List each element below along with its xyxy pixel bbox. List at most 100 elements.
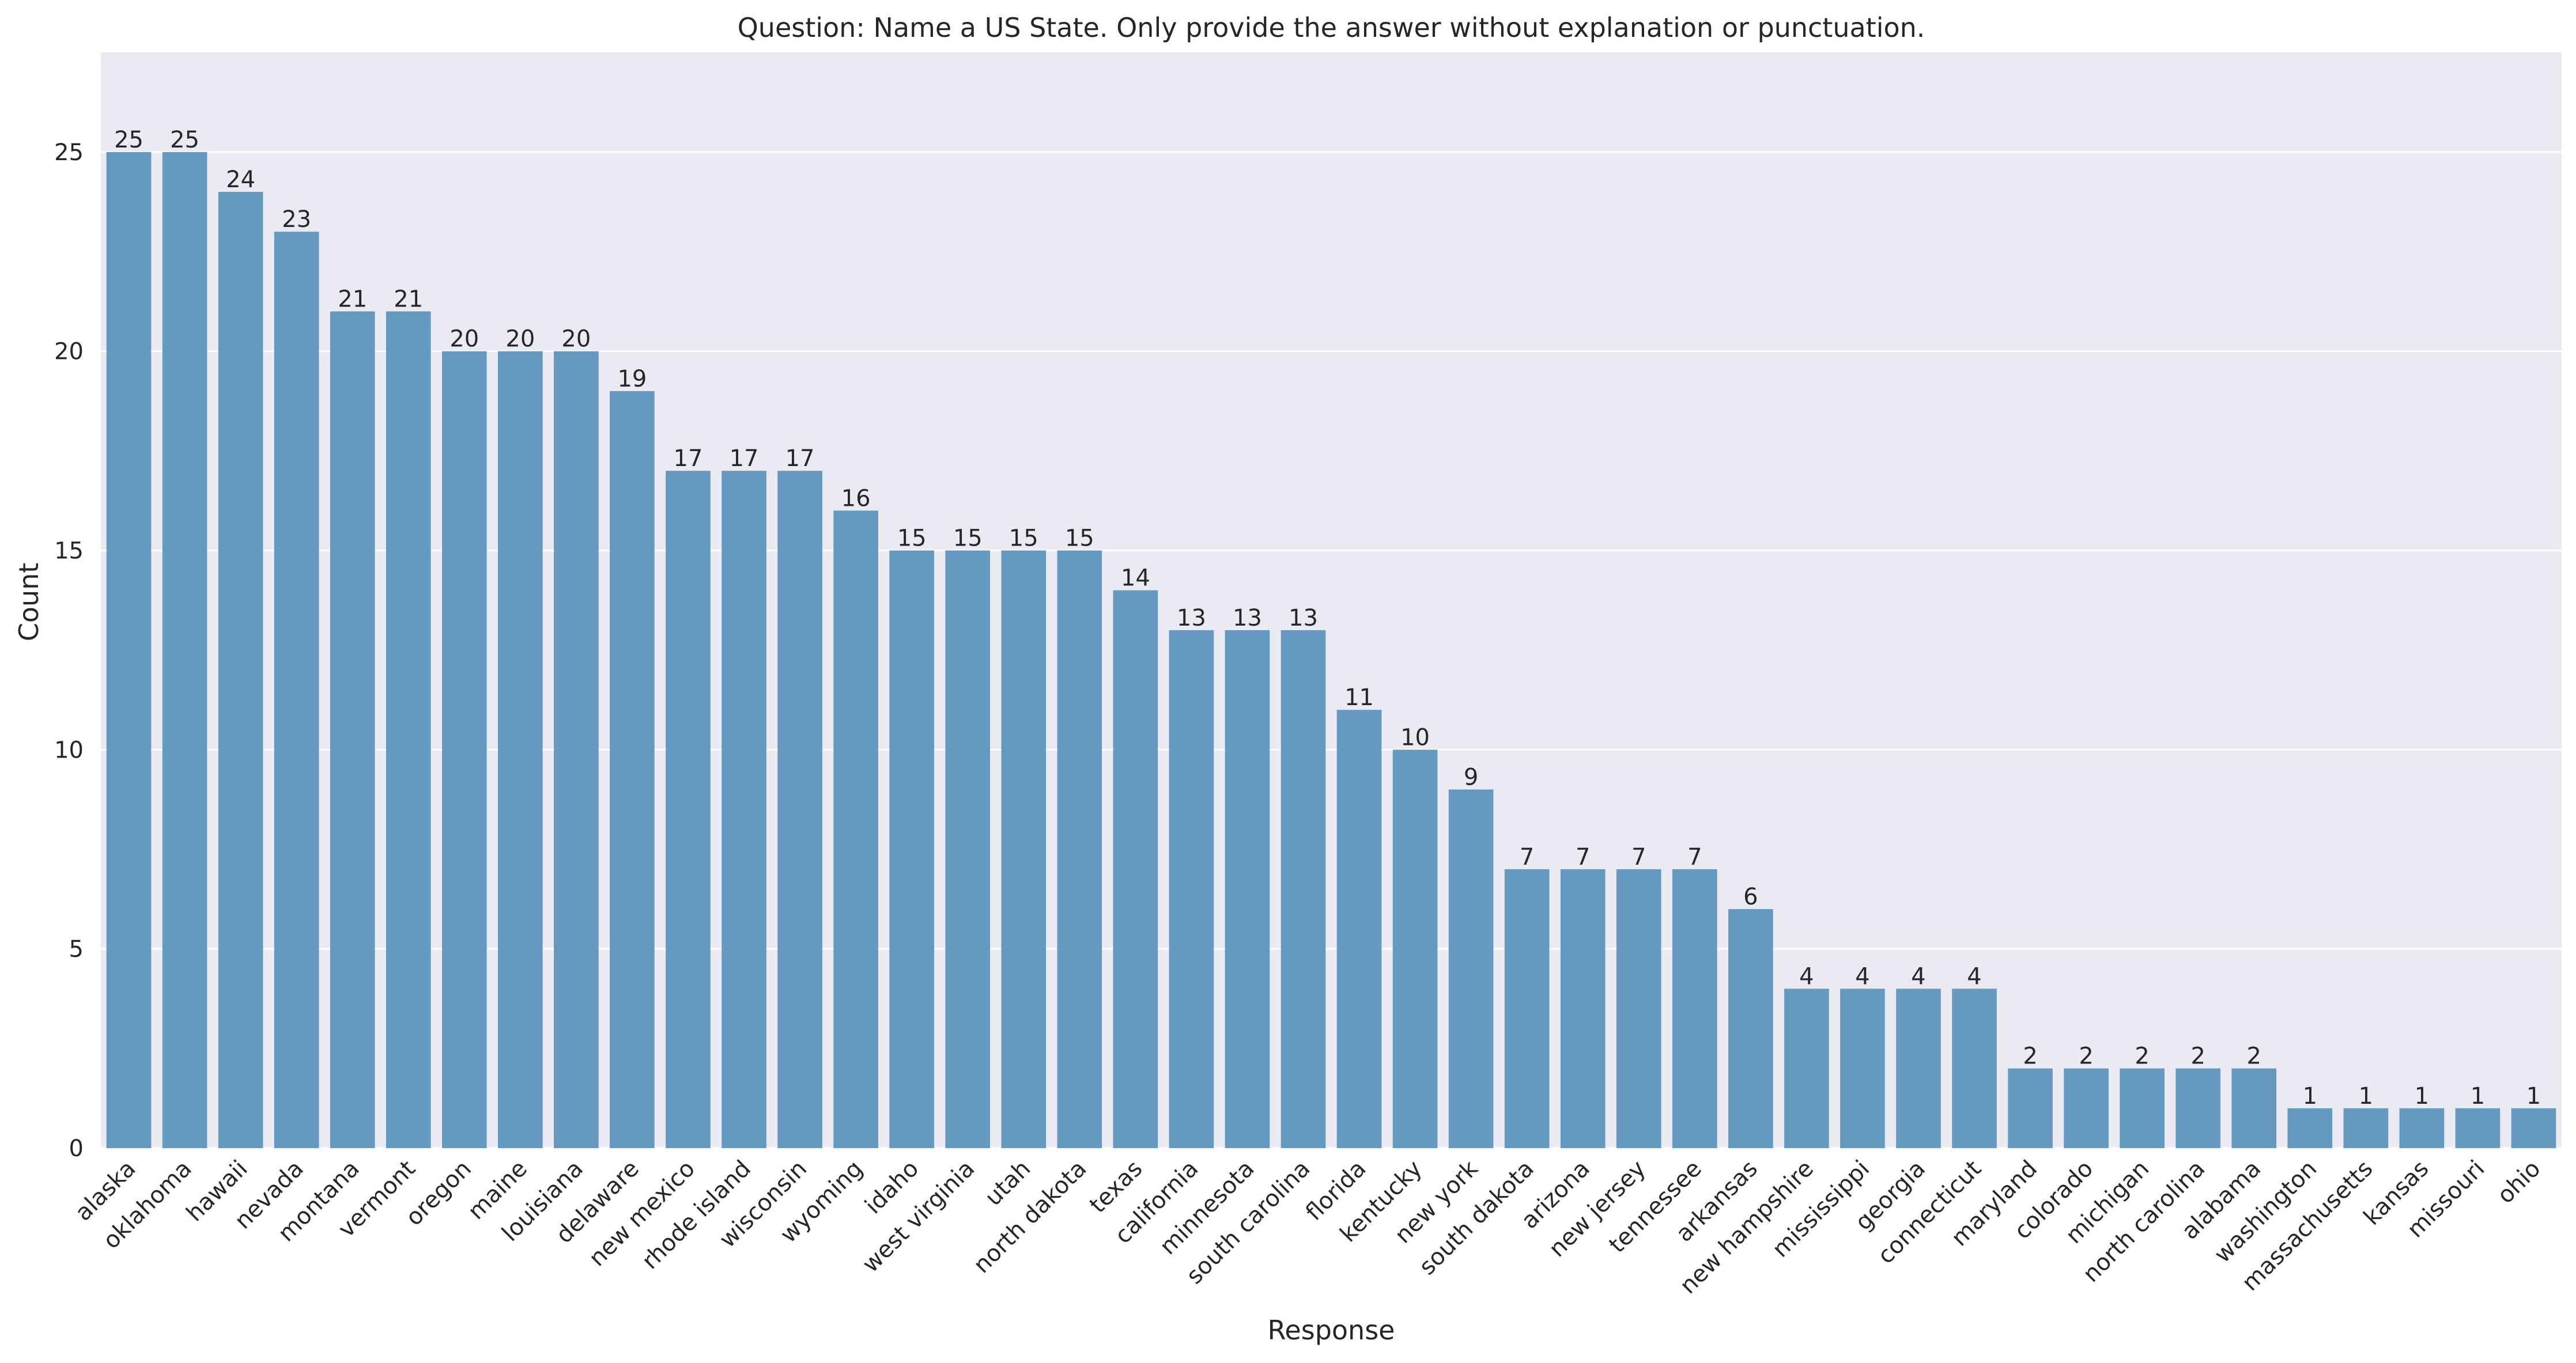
bar-alaska bbox=[106, 152, 152, 1149]
bar-value-label: 21 bbox=[394, 286, 423, 313]
bar-value-label: 7 bbox=[1576, 844, 1590, 870]
bar-california bbox=[1169, 630, 1214, 1148]
bar-value-label: 23 bbox=[282, 206, 311, 233]
bar-west-virginia bbox=[945, 550, 991, 1149]
bar-value-label: 1 bbox=[2471, 1083, 2485, 1110]
bar-value-label: 15 bbox=[1009, 525, 1038, 552]
bar-value-label: 4 bbox=[1911, 963, 1925, 990]
x-axis-label: Response bbox=[1268, 1315, 1395, 1346]
bar-value-label: 15 bbox=[1065, 525, 1094, 552]
bar-colorado bbox=[2064, 1068, 2109, 1148]
bar-value-label: 15 bbox=[953, 525, 983, 552]
bar-value-label: 15 bbox=[897, 525, 927, 552]
bar-value-label: 9 bbox=[1464, 764, 1478, 791]
y-axis-label: Count bbox=[13, 563, 44, 642]
bar-value-label: 2 bbox=[2079, 1043, 2093, 1070]
bar-value-label: 1 bbox=[2303, 1083, 2317, 1110]
bar-south-carolina bbox=[1281, 630, 1326, 1148]
bar-ohio bbox=[2511, 1108, 2556, 1148]
bar-value-label: 6 bbox=[1743, 884, 1758, 910]
bar-michigan bbox=[2120, 1068, 2165, 1148]
bar-north-carolina bbox=[2175, 1068, 2221, 1148]
chart-title: Question: Name a US State. Only provide … bbox=[738, 12, 1925, 43]
bar-value-label: 17 bbox=[730, 445, 759, 472]
bar-kentucky bbox=[1392, 749, 1438, 1148]
bar-value-label: 7 bbox=[1631, 844, 1646, 870]
bar-florida bbox=[1336, 710, 1382, 1148]
bar-value-label: 13 bbox=[1177, 605, 1206, 631]
y-tick-label: 20 bbox=[54, 339, 84, 365]
bar-louisiana bbox=[554, 351, 599, 1148]
bar-north-dakota bbox=[1057, 550, 1102, 1149]
bar-texas bbox=[1113, 590, 1158, 1148]
bar-oklahoma bbox=[162, 152, 207, 1149]
y-tick-label: 5 bbox=[69, 936, 84, 963]
bar-idaho bbox=[889, 550, 934, 1149]
bar-value-label: 25 bbox=[170, 127, 199, 153]
bar-oregon bbox=[441, 351, 487, 1148]
y-tick-label: 0 bbox=[69, 1135, 84, 1162]
bar-value-label: 10 bbox=[1400, 724, 1430, 751]
bar-arizona bbox=[1560, 869, 1606, 1148]
bar-value-label: 14 bbox=[1121, 565, 1150, 592]
bar-value-label: 4 bbox=[1855, 963, 1869, 990]
y-axis-ticks: 0 5 10 15 20 25 bbox=[54, 139, 84, 1162]
bar-new-hampshire bbox=[1784, 989, 1829, 1148]
bar-value-label: 21 bbox=[338, 286, 367, 313]
bar-value-label: 11 bbox=[1344, 684, 1374, 711]
bar-nevada bbox=[274, 232, 319, 1149]
bar-value-label: 2 bbox=[2247, 1043, 2261, 1070]
bar-montana bbox=[330, 311, 375, 1148]
bar-new-mexico bbox=[666, 471, 711, 1148]
bar-rhode-island bbox=[722, 471, 766, 1148]
bar-value-label: 1 bbox=[2415, 1083, 2429, 1110]
bar-value-label: 20 bbox=[450, 326, 479, 353]
bar-value-label: 24 bbox=[226, 166, 255, 193]
bar-value-label: 2 bbox=[2135, 1043, 2149, 1070]
bar-value-label: 16 bbox=[841, 485, 871, 512]
bar-value-label: 17 bbox=[674, 445, 703, 472]
bar-south-dakota bbox=[1504, 869, 1550, 1148]
bar-alabama bbox=[2231, 1068, 2277, 1148]
bar-value-label: 19 bbox=[617, 366, 647, 392]
bar-new-york bbox=[1448, 789, 1494, 1148]
bar-washington bbox=[2287, 1108, 2333, 1148]
bar-utah bbox=[1001, 550, 1047, 1149]
x-axis-ticks: alaskaoklahomahawaiinevadamontanavermont… bbox=[70, 1155, 2546, 1299]
bar-value-label: 25 bbox=[114, 127, 143, 153]
x-tick-label: ohio bbox=[2492, 1156, 2546, 1209]
bar-tennessee bbox=[1672, 869, 1717, 1148]
bar-value-label: 17 bbox=[785, 445, 815, 472]
bar-hawaii bbox=[218, 192, 263, 1148]
y-tick-label: 25 bbox=[54, 139, 84, 166]
bar-mississippi bbox=[1840, 989, 1885, 1148]
bar-connecticut bbox=[1952, 989, 1997, 1148]
bars bbox=[106, 152, 2556, 1149]
bar-value-label: 1 bbox=[2359, 1083, 2373, 1110]
bar-arkansas bbox=[1728, 909, 1773, 1148]
bar-value-label: 4 bbox=[1799, 963, 1814, 990]
bar-kansas bbox=[2399, 1108, 2445, 1148]
bar-vermont bbox=[386, 311, 431, 1148]
bar-massachusetts bbox=[2343, 1108, 2389, 1148]
bar-value-label: 13 bbox=[1233, 605, 1262, 631]
bar-value-label: 2 bbox=[2023, 1043, 2037, 1070]
bar-wisconsin bbox=[777, 471, 822, 1148]
bar-delaware bbox=[610, 391, 655, 1149]
y-tick-label: 10 bbox=[54, 737, 84, 763]
bar-value-label: 1 bbox=[2526, 1083, 2541, 1110]
bar-value-label: 2 bbox=[2190, 1043, 2205, 1070]
bar-wyoming bbox=[833, 510, 878, 1148]
bar-value-label: 7 bbox=[1687, 844, 1702, 870]
bar-value-label: 20 bbox=[505, 326, 535, 353]
bar-new-jersey bbox=[1616, 869, 1661, 1148]
bar-value-label: 4 bbox=[1967, 963, 1981, 990]
bar-value-label: 20 bbox=[561, 326, 591, 353]
y-tick-label: 15 bbox=[54, 538, 84, 565]
bar-maryland bbox=[2008, 1068, 2053, 1148]
bar-missouri bbox=[2455, 1108, 2501, 1148]
bar-maine bbox=[498, 351, 543, 1148]
bar-minnesota bbox=[1225, 630, 1270, 1148]
